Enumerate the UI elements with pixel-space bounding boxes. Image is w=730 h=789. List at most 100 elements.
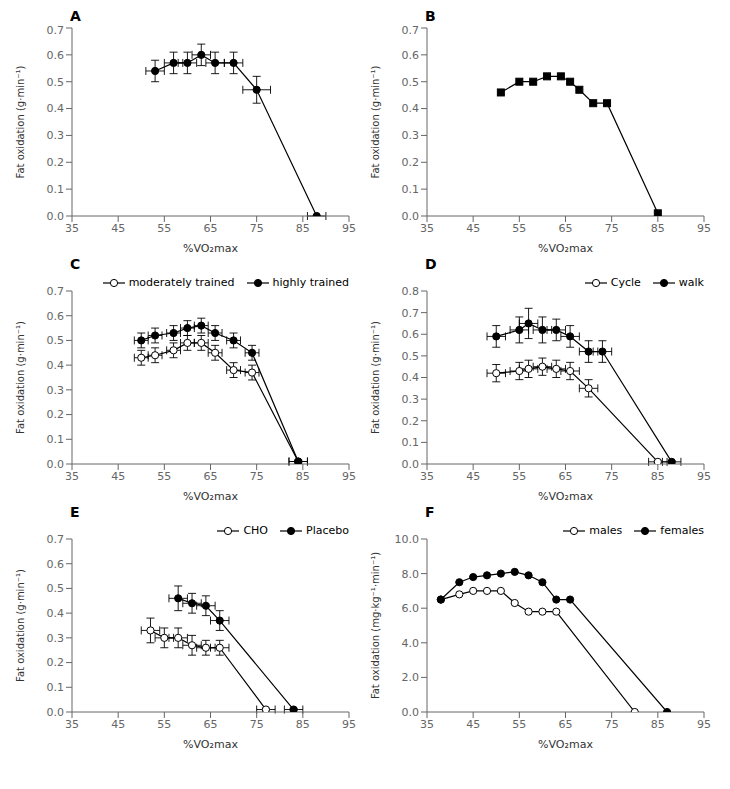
svg-text:%VO₂max: %VO₂max [538, 242, 593, 255]
svg-text:0.4: 0.4 [402, 371, 420, 384]
svg-text:6.0: 6.0 [402, 602, 420, 615]
svg-text:0.1: 0.1 [47, 681, 65, 694]
svg-text:35: 35 [420, 470, 434, 483]
svg-text:0.3: 0.3 [402, 393, 420, 406]
svg-text:0.0: 0.0 [402, 210, 420, 223]
svg-text:0.7: 0.7 [47, 533, 65, 546]
svg-text:0.4: 0.4 [402, 102, 420, 115]
svg-text:75: 75 [250, 222, 264, 235]
svg-text:0.5: 0.5 [402, 350, 420, 363]
svg-text:Fat oxidation (g·min⁻¹): Fat oxidation (g·min⁻¹) [370, 321, 381, 434]
svg-text:Fat oxidation (g·min⁻¹): Fat oxidation (g·min⁻¹) [15, 65, 26, 178]
svg-text:0.4: 0.4 [47, 102, 65, 115]
svg-text:65: 65 [559, 222, 573, 235]
svg-text:45: 45 [466, 470, 480, 483]
svg-text:65: 65 [204, 222, 218, 235]
svg-text:75: 75 [605, 718, 619, 731]
svg-text:95: 95 [342, 222, 356, 235]
svg-text:0.6: 0.6 [402, 328, 420, 341]
svg-text:0.0: 0.0 [402, 458, 420, 471]
svg-text:75: 75 [605, 222, 619, 235]
svg-text:0.2: 0.2 [402, 156, 420, 169]
svg-text:35: 35 [65, 470, 79, 483]
svg-text:85: 85 [651, 222, 665, 235]
svg-text:0.0: 0.0 [402, 706, 420, 719]
svg-text:85: 85 [296, 718, 310, 731]
svg-text:45: 45 [466, 222, 480, 235]
svg-text:45: 45 [466, 718, 480, 731]
svg-text:Fat oxidation (g·min⁻¹): Fat oxidation (g·min⁻¹) [370, 65, 381, 178]
svg-text:75: 75 [250, 718, 264, 731]
svg-text:85: 85 [296, 470, 310, 483]
svg-text:55: 55 [512, 470, 526, 483]
svg-text:85: 85 [296, 222, 310, 235]
svg-text:55: 55 [157, 470, 171, 483]
svg-text:55: 55 [512, 222, 526, 235]
svg-text:0.4: 0.4 [47, 359, 65, 372]
svg-text:2.0: 2.0 [402, 671, 420, 684]
svg-text:0.3: 0.3 [47, 129, 65, 142]
svg-text:%VO₂max: %VO₂max [538, 738, 593, 751]
svg-text:55: 55 [157, 718, 171, 731]
svg-text:95: 95 [697, 718, 711, 731]
svg-text:%VO₂max: %VO₂max [183, 738, 238, 751]
svg-text:Fat oxidation (mg·kg⁻¹·min⁻¹): Fat oxidation (mg·kg⁻¹·min⁻¹) [370, 552, 381, 699]
svg-text:Fat oxidation (g·min⁻¹): Fat oxidation (g·min⁻¹) [15, 321, 26, 434]
svg-text:65: 65 [559, 470, 573, 483]
svg-text:0.3: 0.3 [47, 384, 65, 397]
svg-text:85: 85 [651, 718, 665, 731]
svg-text:65: 65 [204, 470, 218, 483]
svg-text:65: 65 [204, 718, 218, 731]
svg-text:0.2: 0.2 [47, 408, 65, 421]
svg-text:0.7: 0.7 [47, 24, 65, 37]
svg-text:35: 35 [420, 718, 434, 731]
svg-text:10.0: 10.0 [395, 533, 420, 546]
svg-text:95: 95 [342, 718, 356, 731]
svg-text:Fat oxidation (g·min⁻¹): Fat oxidation (g·min⁻¹) [15, 569, 26, 682]
svg-text:75: 75 [250, 470, 264, 483]
svg-text:65: 65 [559, 718, 573, 731]
svg-text:0.0: 0.0 [47, 706, 65, 719]
svg-text:75: 75 [605, 470, 619, 483]
svg-text:0.2: 0.2 [47, 656, 65, 669]
svg-text:95: 95 [342, 470, 356, 483]
svg-text:85: 85 [651, 470, 665, 483]
svg-text:0.7: 0.7 [402, 307, 420, 320]
svg-text:35: 35 [65, 718, 79, 731]
svg-text:0.2: 0.2 [402, 415, 420, 428]
svg-text:0.5: 0.5 [47, 582, 65, 595]
svg-text:0.6: 0.6 [402, 49, 420, 62]
svg-text:0.1: 0.1 [47, 183, 65, 196]
svg-text:0.2: 0.2 [47, 156, 65, 169]
svg-text:0.5: 0.5 [47, 334, 65, 347]
svg-text:0.8: 0.8 [402, 285, 420, 298]
svg-text:45: 45 [111, 470, 125, 483]
svg-text:55: 55 [157, 222, 171, 235]
svg-text:0.1: 0.1 [47, 433, 65, 446]
svg-text:0.6: 0.6 [47, 49, 65, 62]
svg-text:95: 95 [697, 222, 711, 235]
svg-text:4.0: 4.0 [402, 637, 420, 650]
svg-text:%VO₂max: %VO₂max [538, 490, 593, 503]
svg-text:8.0: 8.0 [402, 568, 420, 581]
svg-text:0.7: 0.7 [47, 285, 65, 298]
svg-text:0.1: 0.1 [402, 183, 420, 196]
svg-text:0.3: 0.3 [402, 129, 420, 142]
svg-text:45: 45 [111, 222, 125, 235]
svg-text:0.0: 0.0 [47, 210, 65, 223]
svg-text:0.7: 0.7 [402, 24, 420, 37]
svg-text:55: 55 [512, 718, 526, 731]
svg-text:35: 35 [65, 222, 79, 235]
svg-text:%VO₂max: %VO₂max [183, 242, 238, 255]
svg-text:35: 35 [420, 222, 434, 235]
svg-text:0.0: 0.0 [47, 458, 65, 471]
svg-text:%VO₂max: %VO₂max [183, 490, 238, 503]
svg-text:0.6: 0.6 [47, 310, 65, 323]
svg-text:0.1: 0.1 [402, 436, 420, 449]
svg-text:45: 45 [111, 718, 125, 731]
svg-text:0.4: 0.4 [47, 607, 65, 620]
svg-text:0.5: 0.5 [47, 76, 65, 89]
svg-text:0.5: 0.5 [402, 76, 420, 89]
svg-text:0.3: 0.3 [47, 632, 65, 645]
svg-text:95: 95 [697, 470, 711, 483]
